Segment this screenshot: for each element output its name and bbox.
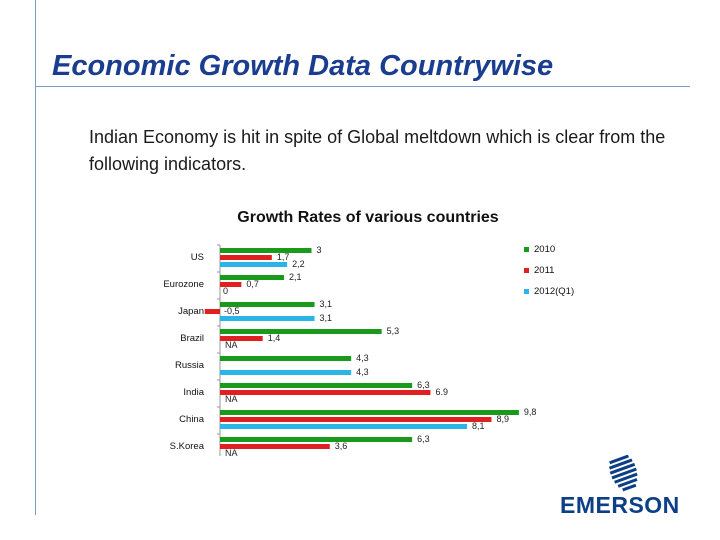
data-label: -0,5 xyxy=(224,306,240,316)
page-title: Economic Growth Data Countrywise xyxy=(52,50,554,82)
category-label: Japan xyxy=(178,306,204,317)
data-label: 0,7 xyxy=(246,279,259,289)
data-label: 6,3 xyxy=(417,434,430,444)
bar-2012(Q1) xyxy=(220,370,352,375)
bar-2012(Q1) xyxy=(220,316,315,321)
category-label: India xyxy=(183,387,204,398)
left-rule xyxy=(35,0,36,515)
data-label: 3,6 xyxy=(335,441,348,451)
category-label: US xyxy=(191,252,204,263)
title-rule xyxy=(35,86,690,87)
bar-2010 xyxy=(220,356,352,361)
bar-2010 xyxy=(220,437,413,442)
legend-swatch xyxy=(524,268,529,273)
category-label: S.Korea xyxy=(170,441,205,452)
bar-2012(Q1) xyxy=(220,262,288,267)
data-label: 3,1 xyxy=(320,313,333,323)
legend-label: 2010 xyxy=(534,244,555,255)
emerson-logo-icon xyxy=(608,454,638,492)
data-label: NA xyxy=(225,394,238,404)
brand-name: EMERSON xyxy=(560,492,680,518)
legend-swatch xyxy=(524,247,529,252)
data-label: 9,8 xyxy=(524,407,537,417)
bar-2011 xyxy=(220,255,272,260)
data-label: 6,3 xyxy=(417,380,430,390)
data-label: 1,7 xyxy=(277,252,290,262)
data-label: 2,2 xyxy=(292,259,305,269)
bar-2011 xyxy=(204,309,220,314)
data-label: NA xyxy=(225,448,238,458)
data-label: NA xyxy=(225,340,238,350)
bar-2010 xyxy=(220,302,315,307)
legend-swatch xyxy=(524,289,529,294)
bar-2010 xyxy=(220,329,382,334)
bar-2011 xyxy=(220,390,431,395)
legend-label: 2011 xyxy=(534,265,554,276)
chart-title: Growth Rates of various countries xyxy=(237,209,498,226)
subtitle-text: Indian Economy is hit in spite of Global… xyxy=(89,127,666,174)
growth-chart: Growth Rates of various countriesUS31,72… xyxy=(163,209,574,458)
data-label: 2,1 xyxy=(289,272,302,282)
bar-2011 xyxy=(220,417,492,422)
data-label: 0 xyxy=(223,286,228,296)
bar-2010 xyxy=(220,275,285,280)
bar-2011 xyxy=(220,282,242,287)
data-label: 6.9 xyxy=(435,387,448,397)
category-label: Eurozone xyxy=(163,279,204,290)
data-label: 8,9 xyxy=(496,414,509,424)
data-label: 5,3 xyxy=(387,326,400,336)
data-label: 4,3 xyxy=(356,353,369,363)
bar-2011 xyxy=(220,444,330,449)
category-label: Brazil xyxy=(180,333,204,344)
category-label: Russia xyxy=(175,360,205,371)
legend-label: 2012(Q1) xyxy=(534,286,574,297)
bar-2011 xyxy=(220,336,263,341)
bar-2010 xyxy=(220,410,519,415)
bar-2010 xyxy=(220,383,413,388)
category-label: China xyxy=(179,414,205,425)
data-label: 1,4 xyxy=(268,333,281,343)
data-label: 3 xyxy=(317,245,322,255)
emerson-logo: EMERSON xyxy=(560,454,690,518)
data-label: 3,1 xyxy=(320,299,333,309)
bar-2012(Q1) xyxy=(220,424,468,429)
data-label: 8,1 xyxy=(472,421,485,431)
bar-2010 xyxy=(220,248,312,253)
data-label: 4,3 xyxy=(356,367,369,377)
